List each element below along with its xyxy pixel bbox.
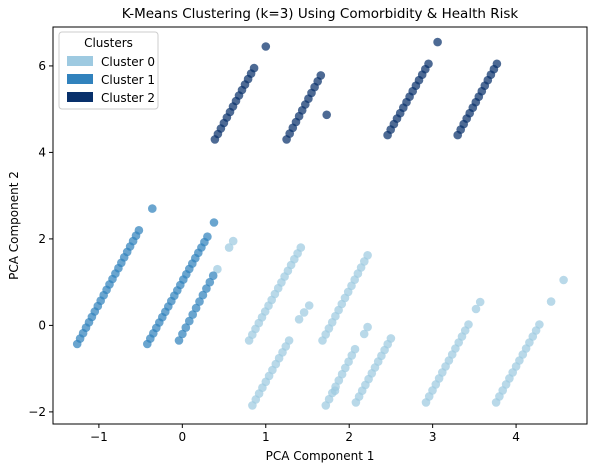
data-point: [559, 275, 568, 285]
data-point: [386, 334, 396, 343]
data-point: [464, 320, 473, 329]
data-point: [178, 329, 187, 339]
data-point: [185, 316, 194, 326]
legend-label: Cluster 2: [101, 91, 155, 105]
data-point: [363, 322, 372, 332]
data-point: [224, 243, 234, 252]
x-tick-label: 1: [262, 430, 270, 444]
y-tick-label: 6: [38, 59, 46, 73]
chart-title: K-Means Clustering (k=3) Using Comorbidi…: [122, 6, 519, 22]
legend: Clusters Cluster 0 Cluster 1 Cluster 2: [58, 31, 159, 110]
data-point: [198, 290, 208, 300]
x-axis-title: PCA Component 1: [266, 449, 375, 463]
legend-label: Cluster 0: [101, 55, 155, 69]
data-point: [304, 301, 314, 310]
data-point: [546, 297, 556, 306]
legend-box: [58, 31, 159, 110]
legend-swatch: [67, 56, 93, 66]
data-point: [202, 284, 211, 293]
data-point: [148, 204, 157, 213]
legend-swatch: [67, 74, 93, 84]
y-tick-label: 0: [38, 318, 46, 332]
data-point: [363, 251, 372, 260]
data-point: [424, 59, 433, 69]
data-point: [350, 344, 360, 354]
data-point: [191, 303, 201, 313]
data-point: [174, 336, 184, 345]
data-point: [181, 323, 191, 332]
data-point: [208, 271, 218, 281]
series-cluster-0: [213, 236, 568, 410]
data-point: [471, 304, 481, 314]
series-cluster-1: [72, 204, 219, 349]
legend-title: Clusters: [84, 36, 133, 50]
data-point: [195, 297, 204, 306]
data-point: [433, 37, 442, 47]
data-point: [359, 329, 369, 339]
data-point: [261, 42, 271, 51]
data-point: [205, 277, 215, 287]
data-point: [330, 386, 340, 396]
x-tick-label: 4: [512, 430, 520, 444]
data-point: [316, 71, 326, 80]
x-tick-label: 3: [429, 430, 437, 444]
data-point: [134, 226, 144, 235]
legend-swatch: [67, 92, 93, 102]
y-tick-label: −2: [28, 405, 46, 419]
data-point: [228, 236, 238, 246]
data-point: [296, 243, 306, 252]
data-point: [535, 320, 544, 329]
data-point: [213, 264, 222, 274]
series-cluster-2: [210, 37, 502, 144]
y-tick-label: 2: [38, 232, 46, 246]
data-point: [209, 218, 219, 227]
data-point: [284, 336, 294, 345]
data-point: [475, 297, 485, 307]
data-point: [188, 310, 197, 319]
data-point: [203, 232, 212, 241]
data-point: [322, 110, 332, 120]
y-tick-label: 4: [38, 145, 46, 159]
x-tick-label: −1: [90, 430, 108, 444]
plot-frame: [52, 26, 588, 425]
x-tick-label: 0: [179, 430, 187, 444]
data-point: [492, 59, 502, 69]
data-point: [294, 315, 304, 324]
data-point: [299, 308, 309, 317]
x-tick-label: 2: [345, 430, 353, 444]
data-point: [249, 63, 259, 73]
legend-label: Cluster 1: [101, 73, 155, 87]
y-axis-title: PCA Component 2: [7, 171, 21, 280]
